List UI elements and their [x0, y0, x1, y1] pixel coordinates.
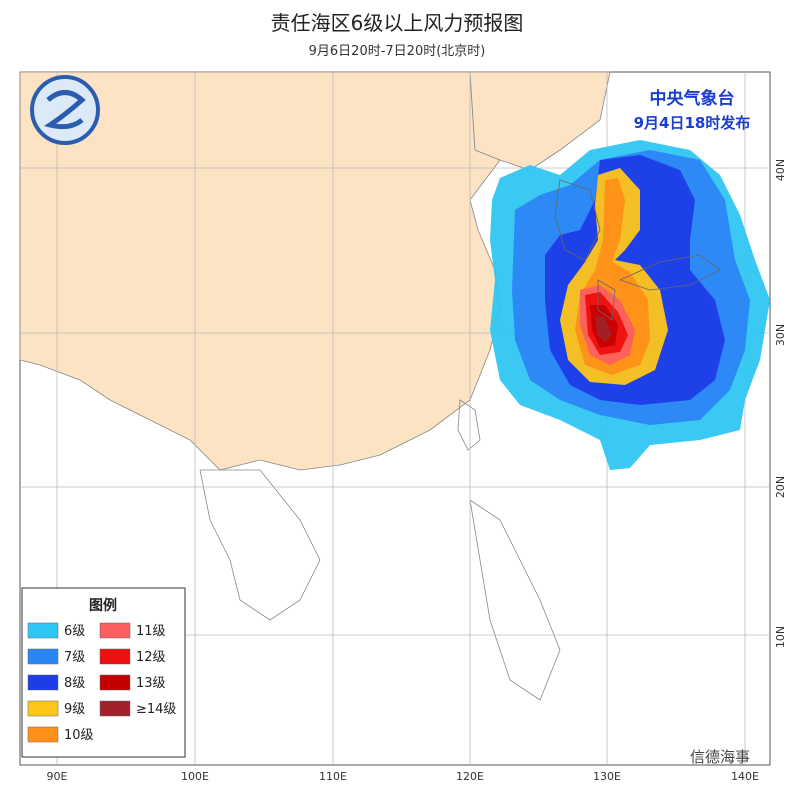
- longitude-labels: 90E 100E 110E 120E 130E 140E: [47, 770, 759, 783]
- legend-label: 12级: [136, 650, 166, 665]
- map-frame: [19, 71, 771, 766]
- issue-time: 9月4日18时发布: [634, 114, 751, 132]
- legend-swatch: [27, 622, 59, 639]
- logo: [30, 75, 100, 145]
- legend-swatch: [99, 622, 131, 639]
- legend-label: 8级: [64, 676, 85, 691]
- legend-swatch: [99, 648, 131, 665]
- north-land: [469, 71, 611, 171]
- wind-areas: [490, 140, 770, 470]
- longitude-label: 90E: [47, 770, 68, 783]
- coastlines: [199, 399, 561, 701]
- title: 责任海区6级以上风力预报图: [271, 11, 524, 35]
- longitude-label: 130E: [593, 770, 621, 783]
- legend-swatch: [27, 726, 59, 743]
- logo-mark: [43, 90, 86, 130]
- latitude-label: 10N: [774, 626, 787, 648]
- legend-title: 图例: [89, 597, 117, 614]
- china-land: [19, 71, 501, 471]
- legend-label: 9级: [64, 702, 85, 717]
- latitude-label: 30N: [774, 324, 787, 346]
- issuer: 中央气象台: [650, 88, 735, 109]
- legend: 图例 6级 7级 8级 9级 10级 11级 12级 13级 ≥14级: [21, 587, 186, 758]
- legend-label: 10级: [64, 728, 94, 743]
- legend-swatch: [27, 700, 59, 717]
- longitude-label: 120E: [456, 770, 484, 783]
- korea-japan-coast: [554, 179, 721, 321]
- wind-area: [595, 315, 612, 342]
- legend-label: 6级: [64, 624, 85, 639]
- legend-swatch: [27, 648, 59, 665]
- longitude-label: 140E: [731, 770, 759, 783]
- legend-label: 7级: [64, 650, 85, 665]
- latitude-label: 20N: [774, 476, 787, 498]
- subtitle: 9月6日20时-7日20时(北京时): [309, 44, 486, 59]
- legend-label: 13级: [136, 676, 166, 691]
- legend-label: ≥14级: [136, 702, 176, 717]
- legend-swatch: [99, 700, 131, 717]
- latitude-label: 40N: [774, 159, 787, 181]
- legend-swatch: [99, 674, 131, 691]
- legend-label: 11级: [136, 624, 166, 639]
- longitude-label: 110E: [319, 770, 347, 783]
- watermark: 信德海事: [690, 748, 750, 766]
- latitude-labels: 40N 30N 20N 10N: [774, 159, 787, 648]
- longitude-label: 100E: [181, 770, 209, 783]
- legend-swatch: [27, 674, 59, 691]
